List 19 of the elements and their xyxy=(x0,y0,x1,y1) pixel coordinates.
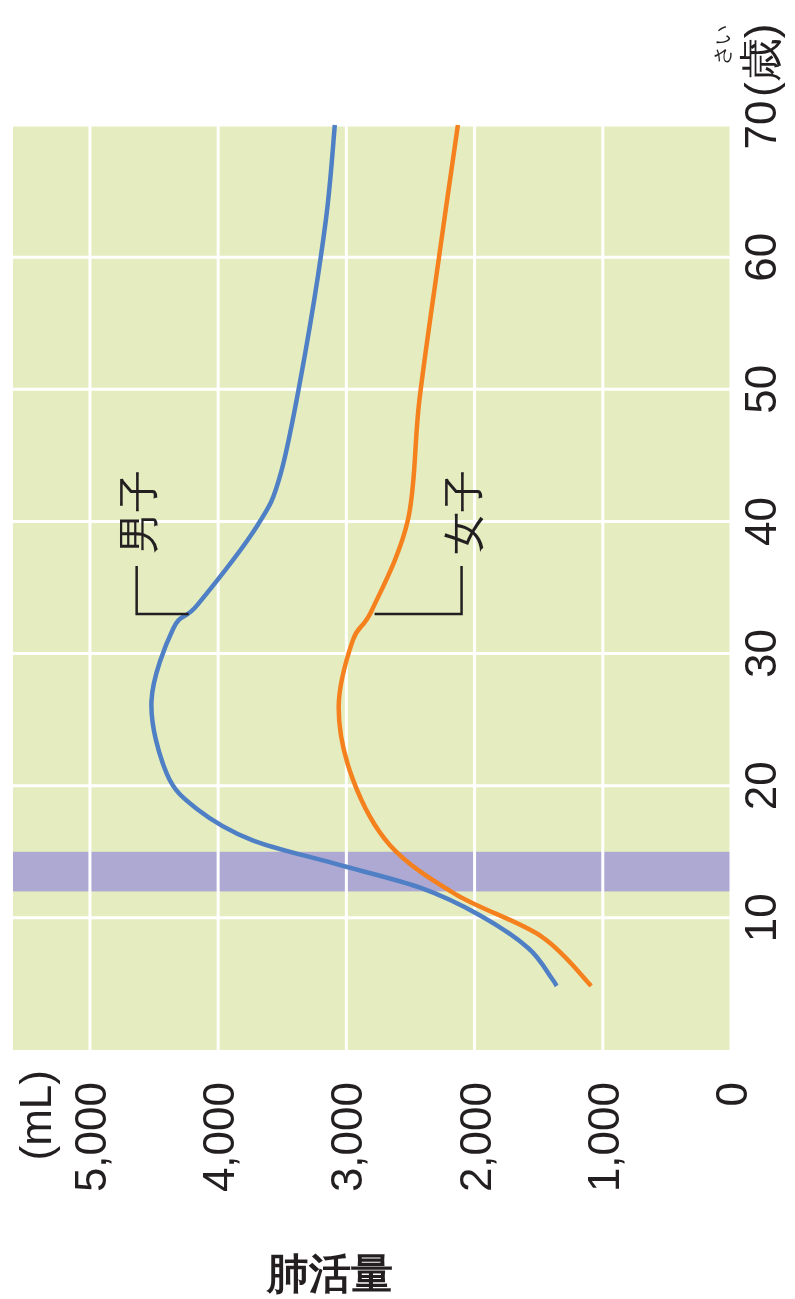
x-axis-title: 肺活量 xyxy=(266,1250,393,1297)
x-tick-label: 0 xyxy=(707,1082,756,1107)
x-tick-label: 5,000 xyxy=(65,1082,115,1193)
y-tick-label: 30 xyxy=(736,629,785,679)
x-tick-label: 1,000 xyxy=(578,1082,628,1193)
y-tick-label: 50 xyxy=(736,364,785,414)
x-tick-label: 2,000 xyxy=(450,1082,500,1193)
annotation: 男子 xyxy=(114,469,162,554)
annotation: 女子 xyxy=(439,469,487,554)
y-tick-label: 20 xyxy=(736,761,785,811)
y-tick-label: 10 xyxy=(736,893,785,943)
text: さい xyxy=(711,25,733,65)
text: (mL) xyxy=(11,1070,60,1161)
y-tick-label: 70 xyxy=(736,100,785,150)
x-tick-label: 3,000 xyxy=(322,1082,372,1193)
y-tick-label: 60 xyxy=(736,232,785,282)
y-axis-title: (歳) xyxy=(736,23,785,97)
y-tick-label: 40 xyxy=(736,496,785,546)
x-tick-label: 4,000 xyxy=(194,1082,244,1193)
